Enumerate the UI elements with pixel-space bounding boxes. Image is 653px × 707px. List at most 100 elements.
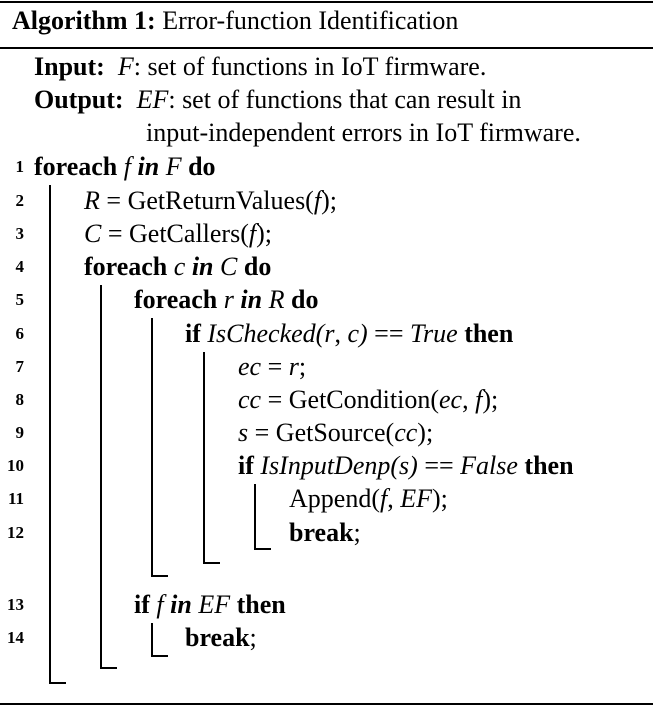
condition-fn: IsChecked( [207,319,325,348]
block-end-if-in-ef [151,655,168,657]
break-keyword: break [289,518,354,547]
output-text-1: : set of functions that can result in [168,85,522,114]
function-arg: f [313,186,322,215]
assign-eq: = [99,186,128,215]
condition-value: False [460,451,518,480]
assign-eq: = [261,385,289,414]
condition-close: ) [359,319,368,348]
if-keyword: if [238,451,254,480]
code-line-10: if IsInputDenp(s) == False then [238,451,574,481]
condition-var: f [156,590,164,619]
condition-op: == [417,451,461,480]
code-line-9: s = GetSource(cc); [238,418,433,448]
condition-close: ) [409,451,418,480]
foreach-keyword: foreach [134,285,218,314]
close-paren: ); [417,418,434,447]
line-number: 14 [7,628,24,647]
assign-lhs: ec [238,352,262,381]
assign-lhs: cc [238,385,262,414]
do-keyword: do [290,285,319,314]
do-keyword: do [188,152,216,181]
loop-var: f [123,152,132,181]
assign-lhs: R [84,186,100,215]
caption-rule [0,47,653,49]
condition-value: True [410,319,458,348]
in-keyword: in [137,152,160,181]
assign-rhs: r [288,352,299,381]
close-paren: ); [482,385,499,414]
line-number: 5 [15,290,25,309]
condition-op: == [367,319,410,348]
output-line: Output: EF: set of functions that can re… [34,85,521,115]
block-line-foreach-f [49,185,51,684]
function-call: GetCondition( [288,385,439,414]
line-number: 11 [7,489,24,508]
function-arg-1: f [379,484,388,513]
function-arg-1: ec [438,385,463,414]
block-end-if-checked [203,562,220,564]
line-number: 9 [15,423,25,442]
line-number: 1 [15,157,25,176]
function-call: Append( [289,484,380,513]
output-keyword: Output: [34,85,124,114]
close-paren: ); [256,219,272,248]
block-line-foreach-c [100,285,102,669]
code-line-13: if f in EF then [134,590,286,620]
then-keyword: then [464,319,514,348]
if-keyword: if [134,590,150,619]
loop-set: R [268,285,285,314]
if-keyword: if [185,319,201,348]
code-line-8: cc = GetCondition(ec, f); [238,385,498,415]
foreach-keyword: foreach [84,252,168,281]
function-arg: f [248,219,257,248]
loop-var: c [173,252,186,281]
output-var: EF [136,85,169,114]
block-end-foreach-f [49,682,66,684]
code-line-5: foreach r in R do [134,285,318,315]
loop-set: C [220,252,238,281]
line-number: 8 [15,390,25,409]
arg-sep: , [387,484,401,513]
code-line-3: C = GetCallers(f); [84,219,272,249]
condition-arg: s [399,451,410,480]
condition-arg-1: r [324,319,335,348]
break-keyword: break [185,623,250,652]
input-line: Input: F: set of functions in IoT firmwa… [34,52,486,82]
condition-set: EF [198,590,231,619]
foreach-keyword: foreach [34,152,118,181]
semicolon: ; [353,518,361,547]
block-end-foreach-r [151,575,168,577]
output-text-2: input-independent errors in IoT firmware… [146,118,581,147]
input-var: F [117,52,134,81]
code-line-1: foreach f in F do [34,152,216,182]
loop-var: r [223,285,234,314]
line-number: 7 [15,357,25,376]
line-number: 4 [15,257,25,276]
line-number: 10 [7,456,24,475]
condition-arg-2: c [347,319,359,348]
code-line-12: break; [289,518,361,548]
input-text: : set of functions in IoT firmware. [133,52,487,81]
function-arg-2: EF [400,484,432,513]
condition-sep: , [334,319,348,348]
code-line-6: if IsChecked(r, c) == True then [185,319,513,349]
block-end-foreach-c [100,667,117,669]
code-line-11: Append(f, EF); [289,484,448,514]
then-keyword: then [236,590,286,619]
semicolon: ; [249,623,257,652]
loop-set: F [165,152,182,181]
caption-label: Algorithm 1: [12,6,156,35]
bottom-rule [0,703,653,705]
line-number: 2 [15,191,25,210]
function-call: GetSource( [275,418,395,447]
line-number: 3 [15,224,25,243]
function-call: GetCallers( [129,219,249,248]
caption-title: Error-function Identification [162,6,459,35]
assign-eq: = [248,418,276,447]
function-arg: cc [394,418,418,447]
code-line-2: R = GetReturnValues(f); [84,186,337,216]
function-call: GetReturnValues( [127,186,314,215]
in-keyword: in [240,285,263,314]
assign-lhs: s [238,418,249,447]
output-line-continued: input-independent errors in IoT firmware… [146,118,581,148]
